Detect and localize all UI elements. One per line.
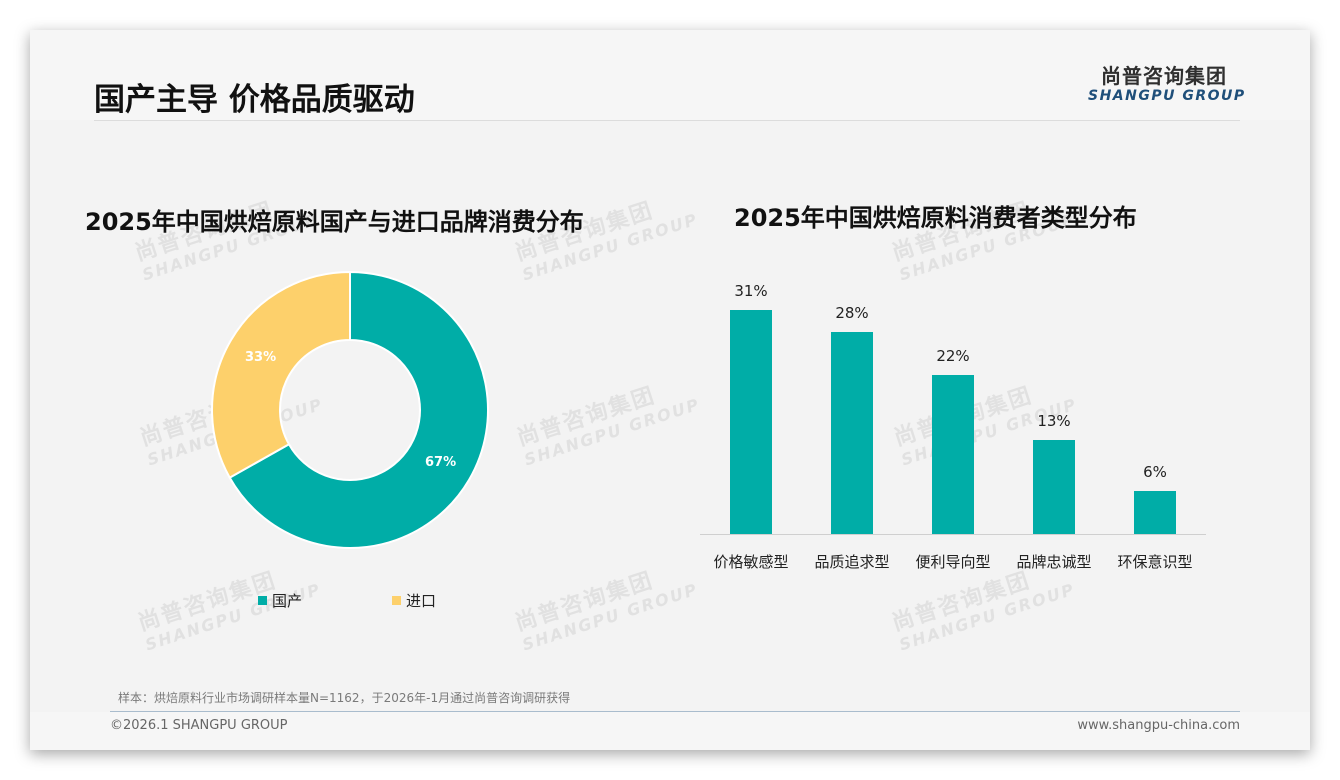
logo-cn-text: 尚普咨询集团: [1101, 64, 1227, 88]
bar-eco-conscious[interactable]: [1134, 491, 1176, 534]
x-axis-label: 品质追求型: [814, 553, 890, 571]
sample-footnote: 样本：烘焙原料行业市场调研样本量N=1162，于2026年-1月通过尚普咨询调研…: [118, 691, 571, 705]
donut-slice-import[interactable]: [211, 270, 351, 479]
x-axis-label: 价格敏感型: [713, 553, 789, 571]
bar-chart: 31% 28% 22% 13% 6% 价格敏感型 品质追求型 便利导向型 品牌忠…: [700, 280, 1206, 610]
slide: 尚普咨询集团 SHANGPU GROUP 尚普咨询集团 SHANGPU GROUP …: [30, 30, 1310, 750]
x-axis-line: [700, 534, 1206, 535]
logo-en-text: SHANGPU GROUP: [1088, 88, 1246, 104]
bar-value: 31%: [734, 282, 768, 300]
footer-band: [30, 712, 1310, 750]
footer-website-link[interactable]: www.shangpu-china.com: [1077, 718, 1240, 733]
donut-label-domestic: 67%: [425, 455, 457, 470]
donut-slice-domestic[interactable]: [228, 270, 489, 549]
x-axis-label: 便利导向型: [915, 553, 991, 571]
legend-swatch-teal-icon: [258, 596, 267, 605]
bar-chart-title: 2025年中国烘焙原料消费者类型分布: [734, 204, 1137, 232]
donut-chart-title: 2025年中国烘焙原料国产与进口品牌消费分布: [85, 208, 584, 236]
legend-label: 国产: [272, 592, 303, 610]
legend-item-import: 进口: [392, 590, 436, 611]
page-title: 国产主导 价格品质驱动: [94, 82, 415, 118]
company-logo: 尚普咨询集团 SHANGPU GROUP: [1088, 64, 1246, 104]
header-band: [30, 30, 1310, 120]
legend-swatch-yellow-icon: [392, 596, 401, 605]
bar-value: 28%: [835, 304, 869, 322]
legend-item-domestic: 国产: [258, 590, 302, 611]
legend-label: 进口: [406, 592, 437, 610]
bar-quality-seeking[interactable]: [831, 332, 873, 534]
footer-copyright: ©2026.1 SHANGPU GROUP: [110, 718, 288, 733]
header-divider: [94, 120, 1240, 121]
donut-label-import: 33%: [245, 350, 277, 365]
bar-brand-loyal[interactable]: [1033, 440, 1075, 534]
bar-price-sensitive[interactable]: [730, 310, 772, 534]
donut-chart: [211, 270, 489, 549]
bar-value: 6%: [1143, 463, 1167, 481]
footer-divider: [110, 711, 1240, 712]
bar-convenience[interactable]: [932, 375, 974, 534]
bar-value: 22%: [936, 347, 970, 365]
x-axis-label: 环保意识型: [1117, 553, 1193, 571]
x-axis-label: 品牌忠诚型: [1016, 553, 1092, 571]
bar-value: 13%: [1037, 412, 1071, 430]
